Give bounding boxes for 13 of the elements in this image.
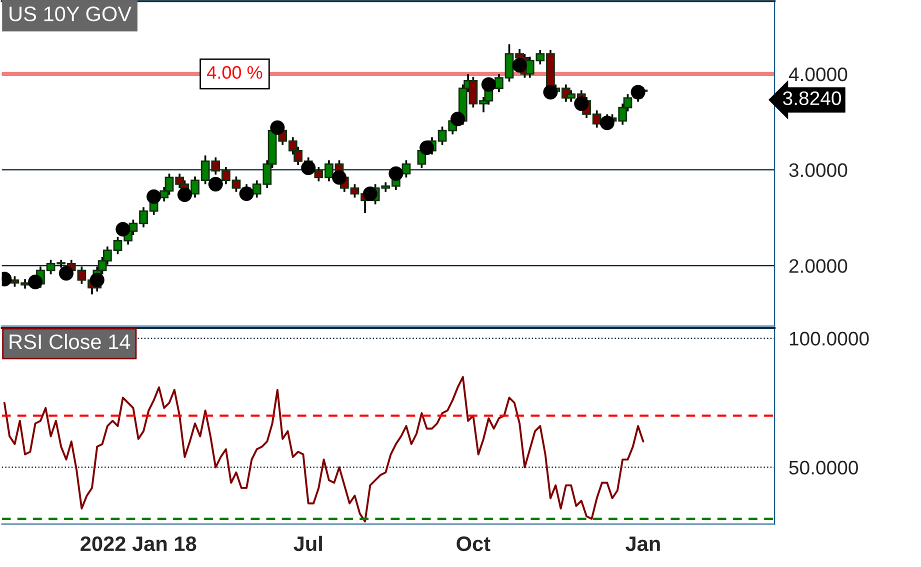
x-tick-label: Jan — [626, 536, 660, 552]
x-tick-label: 2022 Jan 18 — [80, 536, 196, 552]
text: 3.8240 — [783, 91, 841, 106]
y-tick-label: 3.0000 — [789, 163, 848, 178]
chart-title: RSI Close 14 — [10, 334, 130, 350]
x-tick-label: Jul — [294, 536, 322, 552]
y-tick-label: 50.0000 — [789, 460, 858, 475]
y-tick-label: 2.0000 — [789, 259, 848, 273]
ref-line-label: 4.00 % — [207, 66, 262, 79]
chart-title: US 10Y GOV — [10, 6, 132, 22]
x-tick-label: Oct — [456, 536, 490, 552]
y-tick-label: 100.0000 — [790, 332, 869, 346]
y-tick-label: 4.0000 — [788, 67, 848, 82]
